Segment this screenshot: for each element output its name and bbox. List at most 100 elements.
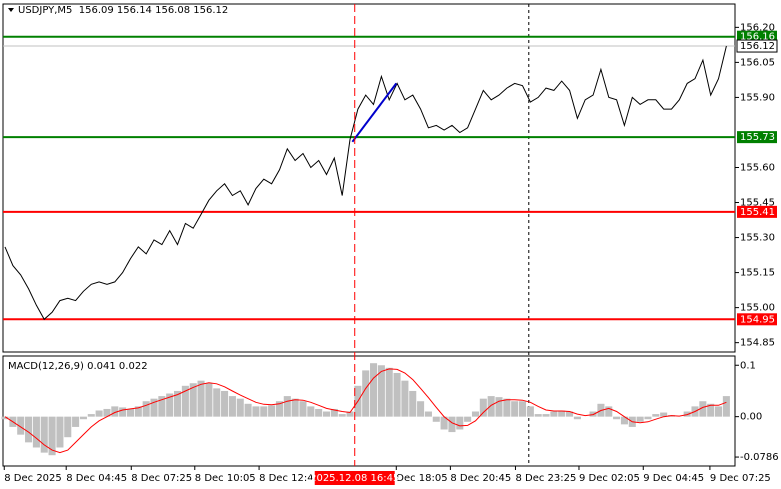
x-tick-label: 8 Dec 2025	[4, 473, 62, 484]
y-tick-label: 0.1	[740, 360, 756, 371]
macd-bar	[417, 401, 425, 417]
macd-bar	[699, 401, 707, 417]
x-tick-label: 8 Dec 10:05	[195, 473, 256, 484]
macd-bar	[174, 390, 182, 417]
macd-bar	[307, 406, 315, 417]
macd-bar	[126, 408, 135, 417]
macd-bar	[362, 370, 370, 417]
macd-bar	[291, 398, 299, 417]
macd-bar	[479, 398, 487, 417]
macd-bar	[644, 416, 652, 420]
crosshair-label: 2025.12.08 16:45	[310, 473, 399, 484]
y-tick-label: 155.90	[740, 92, 775, 103]
macd-bar	[573, 416, 581, 420]
macd-bar	[707, 403, 715, 417]
macd-bar	[503, 398, 511, 417]
macd-bar	[87, 414, 95, 417]
macd-bar	[526, 406, 534, 417]
macd-bar	[315, 408, 323, 417]
level-label: 156.16	[740, 32, 775, 43]
level-label-box	[737, 313, 777, 326]
x-tick-label: 8 Dec 20:45	[450, 473, 511, 484]
macd-bar	[236, 398, 244, 417]
macd-bar	[189, 383, 197, 417]
current-label-box	[736, 39, 778, 53]
y-tick-label: 155.15	[740, 268, 775, 279]
y-tick-label: 155.45	[740, 198, 775, 209]
macd-bar	[652, 414, 660, 417]
level-label: 155.41	[740, 207, 775, 218]
x-tick-label: 8 Dec 12:45	[259, 473, 320, 484]
y-tick-label: 155.30	[740, 233, 775, 244]
price-line	[4, 45, 727, 321]
level-label: 155.73	[740, 132, 775, 143]
macd-bar	[56, 416, 64, 448]
y-tick-label: 155.60	[740, 162, 775, 173]
macd-bar	[32, 416, 40, 448]
chart-title: USDJPY,M5 156.09 156.14 156.08 156.12	[18, 5, 228, 16]
macd-bar	[518, 401, 527, 417]
macd-bar	[722, 396, 730, 417]
macd-bar	[620, 416, 628, 425]
macd-bar	[228, 396, 236, 417]
macd-bar	[142, 401, 150, 417]
macd-bar	[440, 416, 448, 430]
macd-bar	[299, 401, 307, 417]
x-tick-label: 9 Dec 02:05	[579, 473, 640, 484]
macd-bar	[197, 380, 205, 417]
macd-bar	[322, 411, 331, 417]
macd-bar	[487, 396, 495, 417]
macd-bar	[64, 416, 72, 438]
y-tick-label: 154.85	[740, 338, 775, 349]
macd-bar	[134, 406, 142, 417]
macd-bar	[17, 416, 25, 435]
macd-bar	[119, 407, 127, 417]
x-tick-label: Dec 18:05	[396, 473, 447, 484]
macd-bar	[370, 363, 378, 417]
macd-bar	[542, 414, 550, 417]
y-tick-label: 156.20	[740, 22, 775, 33]
x-tick-label: 8 Dec 07:25	[131, 473, 192, 484]
macd-bar	[25, 416, 33, 443]
macd-bar	[48, 416, 56, 456]
macd-title: MACD(12,26,9) 0.041 0.022	[8, 361, 148, 372]
macd-bar	[448, 416, 456, 433]
level-label-box	[737, 205, 777, 218]
x-tick-label: 8 Dec 04:45	[66, 473, 127, 484]
macd-bar	[409, 390, 417, 417]
macd-bar	[534, 414, 542, 417]
macd-bar	[456, 416, 464, 430]
macd-bar	[401, 380, 409, 417]
macd-bar	[464, 416, 472, 422]
macd-bar	[471, 411, 480, 417]
level-label: 154.95	[740, 314, 775, 325]
macd-bar	[260, 406, 268, 417]
macd-bar	[338, 414, 346, 417]
macd-bar	[252, 406, 260, 417]
macd-bar	[158, 396, 166, 417]
main-panel	[2, 3, 736, 353]
y-tick-label: -0.0786	[740, 452, 779, 463]
x-tick-label: 9 Dec 04:45	[643, 473, 704, 484]
y-tick-label: 155.00	[740, 303, 775, 314]
macd-bar	[205, 383, 213, 417]
macd-bar	[111, 406, 119, 417]
macd-bar	[660, 412, 668, 417]
macd-bar	[393, 372, 401, 417]
macd-bar	[221, 390, 229, 417]
macd-bar	[72, 416, 80, 427]
signal-line	[4, 368, 727, 454]
macd-bar	[1, 416, 9, 420]
macd-bar	[181, 385, 189, 417]
macd-bar	[103, 408, 111, 417]
macd-bar	[275, 401, 283, 417]
macd-bar	[79, 416, 87, 420]
macd-bar	[95, 410, 103, 417]
macd-bar	[558, 410, 566, 417]
macd-bar	[495, 397, 503, 417]
macd-bar	[283, 396, 291, 417]
level-label-box	[737, 131, 777, 144]
macd-bar	[40, 416, 48, 453]
macd-bar	[377, 365, 385, 417]
